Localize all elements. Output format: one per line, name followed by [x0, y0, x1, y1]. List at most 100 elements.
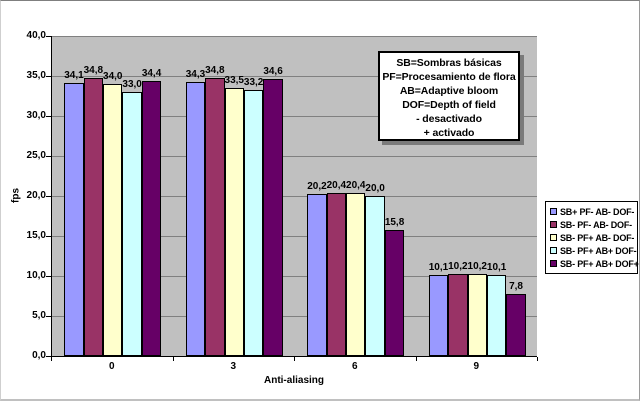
- legend-label: SB- PF+ AB- DOF-: [560, 232, 635, 243]
- y-tick-mark: [46, 156, 51, 157]
- y-tick-label: 20,0: [26, 190, 46, 201]
- y-tick-label: 30,0: [26, 110, 46, 121]
- bar-sb-pf-ab-dof-: [448, 274, 468, 356]
- y-tick-mark: [46, 316, 51, 317]
- bar-value-label: 34,6: [263, 66, 283, 78]
- x-axis-title: Anti-aliasing: [263, 375, 325, 386]
- legend-swatch: [550, 260, 557, 267]
- bar-sb-pf+ab-dof-: [224, 88, 244, 356]
- x-tick-mark: [415, 357, 417, 361]
- bar-sb-pf+ab-dof-: [346, 192, 366, 356]
- y-tick-label: 10,0: [26, 270, 46, 281]
- legend-item: SB- PF+ AB- DOF-: [550, 231, 637, 244]
- y-tick-label: 0,0: [32, 350, 46, 361]
- y-tick-label: 15,0: [26, 230, 46, 241]
- legend-swatch: [550, 221, 557, 228]
- bar-value-label: 34,0: [103, 71, 123, 82]
- y-tick-label: 5,0: [32, 310, 46, 321]
- y-tick-mark: [46, 196, 51, 197]
- bar-sb+pf-ab-dof-: [64, 83, 84, 356]
- bar-value-label: 34,1: [64, 70, 84, 82]
- annotation-line: DOF=Depth of field: [402, 99, 496, 111]
- x-tick-label: 6: [351, 361, 358, 372]
- bar-value-label: 34,8: [205, 64, 225, 76]
- gridline: [52, 236, 537, 237]
- bar-value-label: 33,5: [224, 75, 244, 86]
- legend-item: SB- PF+ AB+ DOF-: [550, 244, 637, 257]
- y-tick-mark: [46, 36, 51, 37]
- bar-sb+pf-ab-dof-: [428, 275, 449, 356]
- bar-sb-pf+ab+dof+: [263, 79, 283, 356]
- legend-item: SB+ PF- AB- DOF-: [550, 205, 637, 218]
- bar-value-label: 34,3: [185, 68, 206, 80]
- gridline: [52, 76, 537, 77]
- bar-value-label: 10,1: [486, 262, 507, 274]
- legend-item: SB- PF- AB- DOF-: [550, 218, 637, 231]
- legend-label: SB+ PF- AB- DOF-: [560, 206, 635, 217]
- bar-value-label: 34,8: [83, 64, 104, 76]
- bar-value-label: 7,8: [509, 280, 523, 292]
- gridline: [52, 316, 537, 317]
- bar-value-label: 33,0: [122, 79, 142, 90]
- y-tick-mark: [46, 276, 51, 277]
- annotation-line: - desactivado: [416, 113, 482, 125]
- y-axis-title: fps: [10, 188, 22, 203]
- gridline: [52, 156, 537, 157]
- gridline: [52, 36, 537, 37]
- bar-sb-pf+ab+dof+: [506, 293, 526, 356]
- bar-value-label: 20,0: [365, 183, 385, 194]
- bar-sb-pf+ab+dof-: [122, 92, 142, 356]
- bar-value-label: 15,8: [384, 216, 405, 228]
- y-tick-mark: [46, 356, 51, 357]
- annotation-line: PF=Procesamiento de flora: [382, 71, 516, 83]
- bar-value-label: 20,2: [307, 181, 327, 193]
- bar-sb+pf-ab-dof-: [185, 81, 206, 356]
- y-tick-mark: [46, 116, 51, 117]
- bar-sb-pf+ab-dof-: [467, 274, 487, 356]
- bar-sb-pf+ab+dof+: [384, 229, 405, 356]
- legend-swatch: [550, 247, 557, 254]
- annotation-box: SB=Sombras básicas PF=Procesamiento de fl…: [378, 51, 520, 141]
- annotation-line: AB=Adaptive bloom: [399, 85, 499, 97]
- gridline: [52, 276, 537, 277]
- x-tick-mark: [51, 357, 52, 361]
- bar-sb-pf-ab-dof-: [326, 192, 347, 356]
- annotation-line: SB=Sombras básicas: [396, 57, 502, 69]
- y-tick-mark: [46, 76, 51, 77]
- bar-sb+pf-ab-dof-: [307, 194, 327, 356]
- y-tick-label: 35,0: [26, 70, 46, 81]
- x-tick-label: 0: [108, 361, 115, 372]
- bar-sb-pf+ab+dof-: [486, 275, 507, 356]
- bar-sb-pf-ab-dof-: [205, 77, 225, 356]
- gridline: [52, 196, 537, 197]
- y-tick-label: 25,0: [26, 150, 46, 161]
- bar-sb-pf+ab+dof-: [365, 196, 385, 356]
- legend-swatch: [550, 208, 557, 215]
- legend-swatch: [550, 234, 557, 241]
- bar-sb-pf+ab-dof-: [103, 84, 123, 356]
- bar-sb-pf-ab-dof-: [83, 77, 104, 356]
- legend-label: SB- PF+ AB+ DOF+: [560, 258, 639, 269]
- bar-value-label: 20,4: [346, 179, 366, 191]
- legend-label: SB- PF+ AB+ DOF-: [560, 245, 637, 256]
- annotation-line: + activado: [423, 127, 475, 139]
- legend-label: SB- PF- AB- DOF-: [560, 219, 632, 230]
- bar-sb-pf+ab+dof+: [141, 80, 162, 356]
- x-tick-mark: [294, 357, 295, 361]
- x-tick-label: 9: [473, 361, 480, 372]
- y-tick-label: 40,0: [26, 30, 46, 41]
- y-tick-mark: [46, 236, 51, 237]
- bar-value-label: 33,2: [243, 77, 264, 89]
- x-tick-label: 3: [230, 361, 237, 372]
- x-tick-mark: [537, 357, 538, 361]
- bar-value-label: 34,4: [141, 67, 162, 79]
- bar-value-label: 20,4: [326, 179, 347, 191]
- gridline: [52, 116, 537, 117]
- bar-value-label: 10,1: [428, 262, 449, 274]
- legend: SB+ PF- AB- DOF- SB- PF- AB- DOF- SB- PF+ …: [545, 201, 639, 274]
- bar-sb-pf+ab+dof-: [243, 90, 264, 356]
- x-tick-mark: [172, 357, 174, 361]
- bar-value-label: 10,2: [448, 261, 468, 273]
- legend-item: SB- PF+ AB+ DOF+: [550, 257, 639, 270]
